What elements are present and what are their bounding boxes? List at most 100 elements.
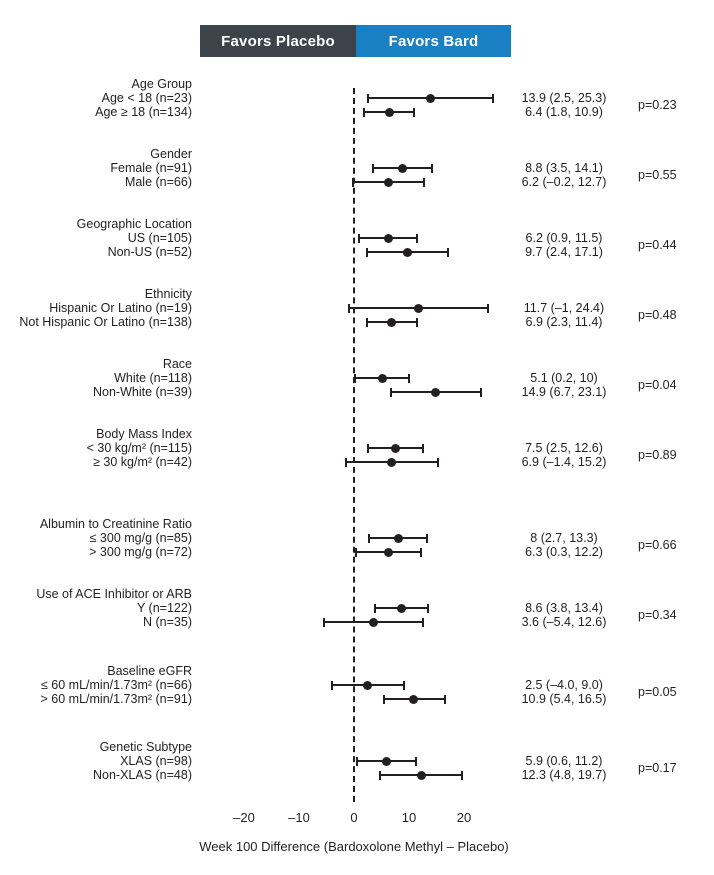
point-estimate-dot (397, 163, 407, 173)
ci-cap-left (323, 617, 326, 627)
ci-cap-left (382, 694, 385, 704)
row-label: XLAS (n=98) (120, 754, 192, 768)
ci-cap-left (362, 107, 365, 117)
group-label: Genetic Subtype (99, 740, 192, 754)
group-label: Albumin to Creatinine Ratio (39, 517, 192, 531)
ci-cap-right (416, 233, 419, 243)
row-label: ≥ 30 kg/m² (n=42) (93, 455, 192, 469)
x-tick-label: –20 (233, 810, 255, 825)
point-estimate-dot (369, 617, 379, 627)
ci-cap-right (443, 694, 446, 704)
favors-placebo-header: Favors Placebo (200, 25, 356, 57)
row-label: Non-US (n=52) (107, 245, 192, 259)
ci-cap-right (402, 680, 405, 690)
ci-cap-left (379, 770, 382, 780)
zero-reference-line (353, 88, 355, 802)
p-value-text: p=0.34 (638, 608, 677, 622)
row-label: Age < 18 (n=23) (101, 91, 192, 105)
row-label: Female (n=91) (110, 161, 192, 175)
ci-cap-right (415, 317, 418, 327)
ci-cap-left (345, 457, 348, 467)
ci-cap-left (366, 93, 369, 103)
ci-cap-left (366, 247, 369, 257)
point-estimate-dot (417, 770, 427, 780)
ci-cap-left (354, 373, 357, 383)
ci-cap-left (356, 756, 359, 766)
group-label: Body Mass Index (96, 427, 192, 441)
estimate-ci-text: 2.5 (–4.0, 9.0) (525, 678, 603, 692)
point-estimate-dot (413, 303, 423, 313)
row-label: > 300 mg/g (n=72) (89, 545, 192, 559)
row-label: < 30 kg/m² (n=115) (86, 441, 192, 455)
ci-cap-right (480, 387, 483, 397)
estimate-ci-text: 5.1 (0.2, 10) (530, 371, 598, 385)
estimate-ci-text: 8.8 (3.5, 14.1) (525, 161, 603, 175)
ci-cap-right (422, 177, 425, 187)
point-estimate-dot (390, 443, 400, 453)
ci-cap-left (351, 177, 354, 187)
row-label: Not Hispanic Or Latino (n=138) (19, 315, 192, 329)
x-axis-title: Week 100 Difference (Bardoxolone Methyl … (199, 839, 509, 854)
ci-cap-right (436, 457, 439, 467)
ci-cap-right (422, 617, 425, 627)
x-tick-label: 20 (456, 810, 472, 825)
group-label: Ethnicity (144, 287, 192, 301)
estimate-ci-text: 13.9 (2.5, 25.3) (521, 91, 607, 105)
ci-cap-right (412, 107, 415, 117)
ci-cap-left (372, 163, 375, 173)
row-label: Non-XLAS (n=48) (92, 768, 192, 782)
point-estimate-dot (425, 93, 435, 103)
estimate-ci-text: 5.9 (0.6, 11.2) (525, 754, 603, 768)
group-label: Geographic Location (76, 217, 192, 231)
row-label: N (n=35) (143, 615, 192, 629)
ci-cap-right (492, 93, 495, 103)
estimate-ci-text: 6.9 (2.3, 11.4) (525, 315, 603, 329)
p-value-text: p=0.89 (638, 448, 677, 462)
group-label: Race (162, 357, 192, 371)
p-value-text: p=0.17 (638, 761, 677, 775)
group-label: Use of ACE Inhibitor or ARB (36, 587, 192, 601)
row-label: ≤ 300 mg/g (n=85) (89, 531, 192, 545)
favors-bard-header: Favors Bard (356, 25, 511, 57)
point-estimate-dot (363, 680, 373, 690)
group-label: Age Group (131, 77, 192, 91)
estimate-ci-text: 6.2 (–0.2, 12.7) (521, 175, 607, 189)
x-tick-label: 10 (401, 810, 417, 825)
estimate-ci-text: 6.3 (0.3, 12.2) (525, 545, 603, 559)
point-estimate-dot (383, 177, 393, 187)
ci-cap-right (487, 303, 490, 313)
row-label: Hispanic Or Latino (n=19) (49, 301, 192, 315)
ci-cap-left (366, 443, 369, 453)
estimate-ci-text: 8 (2.7, 13.3) (530, 531, 598, 545)
estimate-ci-text: 6.2 (0.9, 11.5) (525, 231, 603, 245)
point-estimate-dot (393, 533, 403, 543)
ci-cap-left (354, 547, 357, 557)
x-tick-label: 0 (350, 810, 358, 825)
estimate-ci-text: 11.7 (–1, 24.4) (523, 301, 605, 315)
ci-cap-left (347, 303, 350, 313)
ci-cap-right (414, 756, 417, 766)
ci-cap-right (420, 547, 423, 557)
p-value-text: p=0.66 (638, 538, 677, 552)
estimate-ci-text: 3.6 (–5.4, 12.6) (521, 615, 607, 629)
row-label: Male (n=66) (124, 175, 192, 189)
ci-cap-right (422, 443, 425, 453)
ci-cap-left (365, 317, 368, 327)
estimate-ci-text: 7.5 (2.5, 12.6) (525, 441, 603, 455)
point-estimate-dot (402, 247, 412, 257)
row-label: US (n=105) (127, 231, 192, 245)
ci-cap-right (408, 373, 410, 383)
p-value-text: p=0.48 (638, 308, 677, 322)
ci-cap-left (389, 387, 392, 397)
point-estimate-dot (381, 756, 391, 766)
ci-cap-left (357, 233, 360, 243)
estimate-ci-text: 6.9 (–1.4, 15.2) (521, 455, 607, 469)
p-value-text: p=0.44 (638, 238, 677, 252)
estimate-ci-text: 10.9 (5.4, 16.5) (521, 692, 607, 706)
point-estimate-dot (384, 107, 394, 117)
estimate-ci-text: 6.4 (1.8, 10.9) (525, 105, 603, 119)
estimate-ci-text: 8.6 (3.8, 13.4) (525, 601, 603, 615)
row-label: > 60 mL/min/1.73m² (n=91) (40, 692, 192, 706)
p-value-text: p=0.04 (638, 378, 677, 392)
